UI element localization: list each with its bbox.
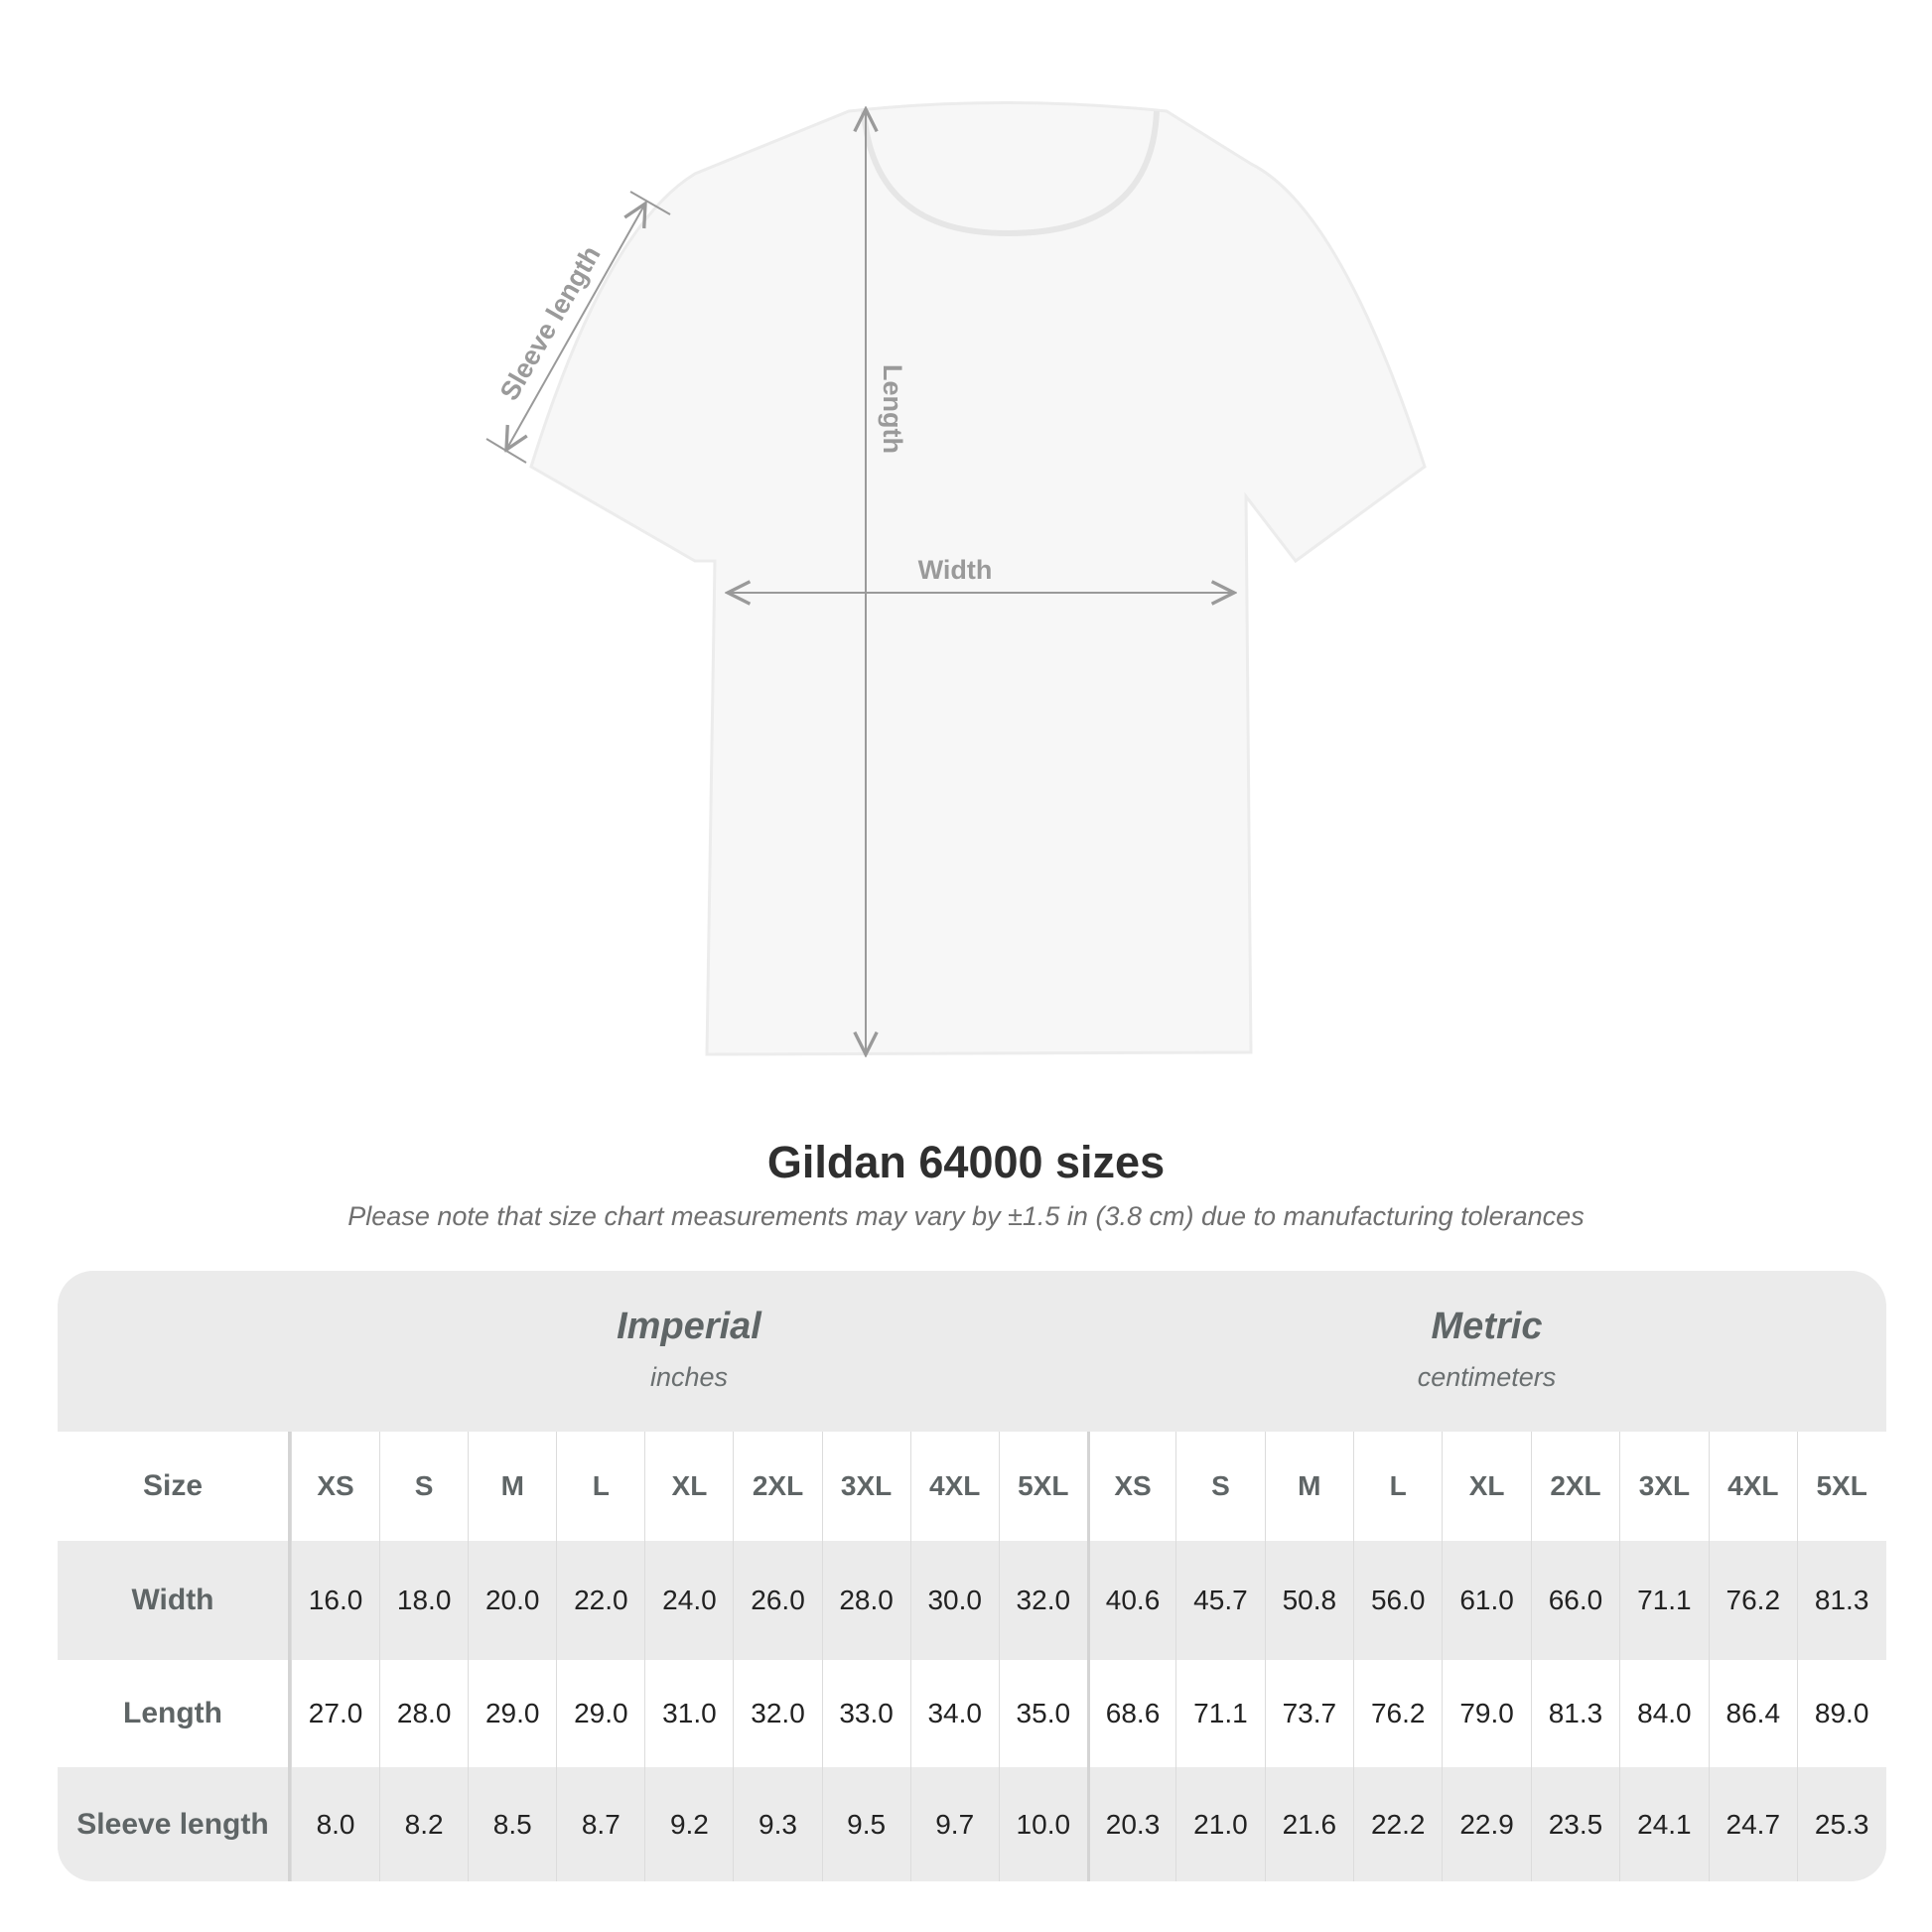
metric-value: 76.2 bbox=[1708, 1541, 1797, 1660]
imperial-value: 30.0 bbox=[909, 1541, 999, 1660]
metric-value: 81.3 bbox=[1796, 1541, 1885, 1660]
metric-value: 73.7 bbox=[1264, 1660, 1353, 1767]
metric-unit: centimeters bbox=[1417, 1362, 1557, 1392]
size-header-imperial: 3XL bbox=[821, 1432, 910, 1541]
size-header-metric: M bbox=[1264, 1432, 1353, 1541]
size-header-metric: L bbox=[1353, 1432, 1442, 1541]
metric-value: 40.6 bbox=[1086, 1541, 1175, 1660]
metric-value: 25.3 bbox=[1796, 1767, 1885, 1881]
table-row: Width 16.0 18.0 20.0 22.0 24.0 26.0 28.0 30.0 32.… bbox=[58, 1541, 1886, 1660]
table-row: Length 27.0 28.0 29.0 29.0 31.0 32.0 33.0 34.0 35… bbox=[58, 1660, 1886, 1767]
tshirt-diagram: Length Width Sleeve length bbox=[485, 101, 1427, 1092]
imperial-value: 28.0 bbox=[379, 1660, 468, 1767]
imperial-value: 26.0 bbox=[733, 1541, 821, 1660]
metric-header: Metric centimeters bbox=[1087, 1271, 1886, 1432]
size-header-metric: XL bbox=[1442, 1432, 1530, 1541]
width-label: Width bbox=[918, 555, 993, 585]
imperial-value: 27.0 bbox=[291, 1660, 379, 1767]
imperial-header: Imperial inches bbox=[291, 1271, 1087, 1432]
metric-value: 23.5 bbox=[1530, 1767, 1619, 1881]
size-header-metric: 4XL bbox=[1708, 1432, 1797, 1541]
row-label: Width bbox=[58, 1541, 291, 1660]
size-header-metric: S bbox=[1175, 1432, 1264, 1541]
size-header-metric: 2XL bbox=[1530, 1432, 1619, 1541]
size-header-imperial: M bbox=[468, 1432, 556, 1541]
size-header-imperial: XL bbox=[644, 1432, 733, 1541]
imperial-value: 16.0 bbox=[291, 1541, 379, 1660]
metric-value: 21.6 bbox=[1264, 1767, 1353, 1881]
metric-value: 50.8 bbox=[1264, 1541, 1353, 1660]
imperial-value: 9.3 bbox=[733, 1767, 821, 1881]
imperial-value: 20.0 bbox=[468, 1541, 556, 1660]
size-header-imperial: 5XL bbox=[998, 1432, 1087, 1541]
size-header-metric: XS bbox=[1086, 1432, 1175, 1541]
row-label: Length bbox=[58, 1660, 291, 1767]
sleeve-arrow bbox=[506, 204, 645, 450]
size-header-imperial: L bbox=[556, 1432, 644, 1541]
size-header-imperial: 4XL bbox=[909, 1432, 999, 1541]
imperial-value: 8.5 bbox=[468, 1767, 556, 1881]
length-label: Length bbox=[878, 364, 907, 454]
size-header-imperial: S bbox=[379, 1432, 468, 1541]
imperial-value: 31.0 bbox=[644, 1660, 733, 1767]
metric-value: 24.7 bbox=[1708, 1767, 1797, 1881]
metric-value: 71.1 bbox=[1619, 1541, 1708, 1660]
metric-value: 56.0 bbox=[1353, 1541, 1442, 1660]
metric-value: 79.0 bbox=[1442, 1660, 1530, 1767]
metric-value: 45.7 bbox=[1175, 1541, 1264, 1660]
size-header-row: Size XS S M L XL 2XL 3XL 4XL 5XL XS S M L XL 2XL 3XL 4XL 5… bbox=[58, 1432, 1886, 1541]
metric-value: 22.2 bbox=[1353, 1767, 1442, 1881]
imperial-value: 33.0 bbox=[821, 1660, 910, 1767]
table-row: Sleeve length 8.0 8.2 8.5 8.7 9.2 9.3 9.5 9.7 10.… bbox=[58, 1767, 1886, 1881]
imperial-unit: inches bbox=[649, 1362, 729, 1392]
size-header-imperial: XS bbox=[291, 1432, 379, 1541]
metric-value: 76.2 bbox=[1353, 1660, 1442, 1767]
size-header-imperial: 2XL bbox=[733, 1432, 821, 1541]
imperial-value: 8.0 bbox=[291, 1767, 379, 1881]
tolerance-note: Please note that size chart measurements… bbox=[347, 1201, 1585, 1231]
size-header-metric: 3XL bbox=[1619, 1432, 1708, 1541]
imperial-value: 8.2 bbox=[379, 1767, 468, 1881]
metric-value: 84.0 bbox=[1619, 1660, 1708, 1767]
size-header-metric: 5XL bbox=[1796, 1432, 1885, 1541]
imperial-value: 32.0 bbox=[733, 1660, 821, 1767]
metric-value: 81.3 bbox=[1530, 1660, 1619, 1767]
imperial-value: 9.5 bbox=[821, 1767, 910, 1881]
metric-title: Metric bbox=[1431, 1306, 1543, 1347]
imperial-value: 9.2 bbox=[644, 1767, 733, 1881]
metric-value: 68.6 bbox=[1086, 1660, 1175, 1767]
imperial-value: 29.0 bbox=[468, 1660, 556, 1767]
row-label: Sleeve length bbox=[58, 1767, 291, 1881]
imperial-value: 9.7 bbox=[909, 1767, 999, 1881]
imperial-value: 35.0 bbox=[998, 1660, 1087, 1767]
size-table: Imperial inches Metric centimeters Size X… bbox=[58, 1271, 1886, 1881]
imperial-value: 32.0 bbox=[998, 1541, 1087, 1660]
metric-value: 21.0 bbox=[1175, 1767, 1264, 1881]
imperial-value: 28.0 bbox=[821, 1541, 910, 1660]
tshirt-collar bbox=[861, 110, 1160, 237]
imperial-value: 34.0 bbox=[909, 1660, 999, 1767]
metric-value: 22.9 bbox=[1442, 1767, 1530, 1881]
imperial-value: 18.0 bbox=[379, 1541, 468, 1660]
imperial-value: 8.7 bbox=[556, 1767, 644, 1881]
page-title: Gildan 64000 sizes bbox=[766, 1137, 1166, 1187]
imperial-value: 22.0 bbox=[556, 1541, 644, 1660]
metric-value: 61.0 bbox=[1442, 1541, 1530, 1660]
metric-value: 66.0 bbox=[1530, 1541, 1619, 1660]
metric-value: 86.4 bbox=[1708, 1660, 1797, 1767]
row-label: Size bbox=[58, 1432, 291, 1541]
metric-value: 24.1 bbox=[1619, 1767, 1708, 1881]
imperial-value: 10.0 bbox=[998, 1767, 1087, 1881]
imperial-value: 29.0 bbox=[556, 1660, 644, 1767]
metric-value: 89.0 bbox=[1796, 1660, 1885, 1767]
metric-value: 20.3 bbox=[1086, 1767, 1175, 1881]
metric-value: 71.1 bbox=[1175, 1660, 1264, 1767]
imperial-value: 24.0 bbox=[644, 1541, 733, 1660]
imperial-title: Imperial bbox=[617, 1306, 761, 1347]
